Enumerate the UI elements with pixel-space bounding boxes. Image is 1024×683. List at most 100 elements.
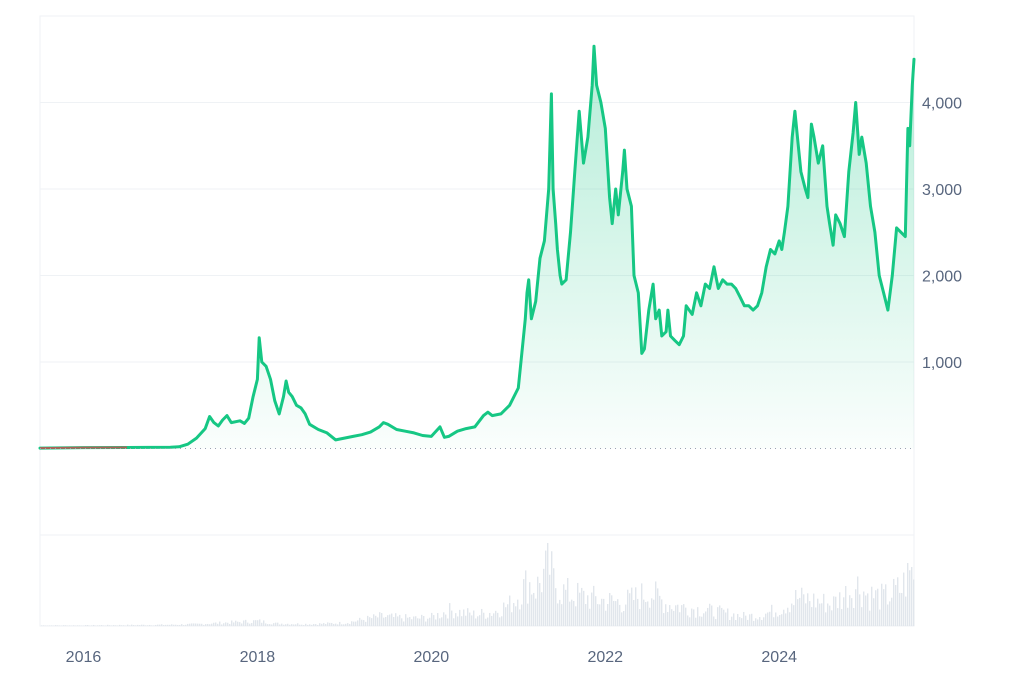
- volume-bar: [437, 613, 439, 626]
- volume-bar: [75, 625, 77, 626]
- volume-bar: [753, 620, 755, 626]
- volume-bar: [249, 623, 251, 626]
- volume-bar: [195, 623, 197, 626]
- volume-bar: [349, 623, 351, 626]
- volume-bar: [459, 609, 461, 626]
- volume-bar: [809, 601, 811, 626]
- volume-bar: [469, 612, 471, 626]
- volume-bar: [739, 617, 741, 626]
- volume-bar: [209, 624, 211, 626]
- volume-bar: [47, 625, 49, 626]
- volume-bar: [165, 624, 167, 626]
- volume-bar: [667, 612, 669, 626]
- volume-bar: [305, 623, 307, 626]
- volume-bar: [269, 624, 271, 626]
- volume-bar: [641, 583, 643, 626]
- volume-bar: [675, 605, 677, 626]
- volume-bar: [821, 603, 823, 626]
- volume-bar: [523, 579, 525, 626]
- volume-bar: [505, 607, 507, 626]
- volume-bar: [357, 620, 359, 626]
- volume-bar: [399, 614, 401, 626]
- volume-bar: [843, 597, 845, 626]
- volume-bar: [107, 624, 109, 626]
- volume-bar: [57, 625, 59, 626]
- volume-bar: [177, 624, 179, 626]
- volume-bar: [293, 624, 295, 626]
- volume-bar: [91, 625, 93, 626]
- x-tick-label: 2016: [66, 649, 102, 666]
- volume-bar: [267, 624, 269, 626]
- volume-bar: [183, 625, 185, 626]
- volume-bar: [867, 593, 869, 626]
- volume-bar: [219, 621, 221, 626]
- volume-bar: [633, 600, 635, 626]
- price-area: [40, 46, 914, 449]
- volume-bar: [749, 614, 751, 626]
- volume-bar: [201, 623, 203, 626]
- volume-bar: [317, 624, 319, 626]
- volume-bar: [787, 607, 789, 626]
- volume-bar: [587, 595, 589, 626]
- volume-bar: [731, 616, 733, 626]
- volume-bar: [109, 625, 111, 626]
- volume-bar: [791, 603, 793, 626]
- volume-bar: [495, 610, 497, 626]
- volume-bar: [631, 587, 633, 626]
- volume-bar: [607, 604, 609, 626]
- volume-bar: [491, 615, 493, 626]
- volume-bar: [53, 625, 55, 626]
- volume-bar: [69, 625, 71, 626]
- volume-bar: [203, 624, 205, 626]
- volume-bar: [711, 605, 713, 626]
- volume-bar: [273, 623, 275, 626]
- volume-bar: [567, 577, 569, 626]
- volume-bar: [811, 607, 813, 626]
- volume-bar: [77, 625, 79, 626]
- series-area: [40, 46, 914, 449]
- volume-bar: [67, 625, 69, 626]
- volume-bar: [235, 620, 237, 626]
- volume-bar: [769, 611, 771, 626]
- volume-bar: [545, 550, 547, 626]
- price-line-early: [39, 446, 128, 450]
- volume-bar: [889, 601, 891, 626]
- volume-bar: [463, 609, 465, 626]
- volume-bar: [561, 604, 563, 626]
- volume-bar: [143, 624, 145, 626]
- volume-bar: [189, 623, 191, 626]
- volume-bar: [205, 624, 207, 626]
- volume-bar: [187, 623, 189, 626]
- volume-bar: [513, 603, 515, 626]
- volume-bar: [529, 582, 531, 626]
- volume-bar: [439, 618, 441, 626]
- volume-bar: [709, 603, 711, 626]
- volume-bar: [585, 604, 587, 626]
- volume-bar: [123, 625, 125, 626]
- volume-bar: [421, 614, 423, 626]
- volume-bar: [435, 619, 437, 626]
- volume-bar: [853, 607, 855, 626]
- volume-bar: [629, 593, 631, 626]
- volume-bar: [375, 615, 377, 626]
- volume-bar: [649, 607, 651, 626]
- volume-bar: [837, 608, 839, 626]
- volume-bar: [785, 613, 787, 626]
- volume-bar: [803, 594, 805, 626]
- volume-bar: [635, 587, 637, 626]
- volume-bar: [429, 617, 431, 626]
- volume-bar: [511, 612, 513, 626]
- volume-bar: [747, 619, 749, 626]
- volume-bar: [263, 620, 265, 626]
- volume-bar: [551, 551, 553, 626]
- volume-bar: [415, 616, 417, 626]
- volume-bar: [489, 612, 491, 626]
- volume-bar: [289, 624, 291, 626]
- volume-bar: [823, 593, 825, 626]
- volume-bar: [527, 603, 529, 626]
- volume-bar: [113, 625, 115, 626]
- volume-bar: [619, 604, 621, 626]
- volume-bar: [717, 607, 719, 626]
- volume-bar: [721, 607, 723, 626]
